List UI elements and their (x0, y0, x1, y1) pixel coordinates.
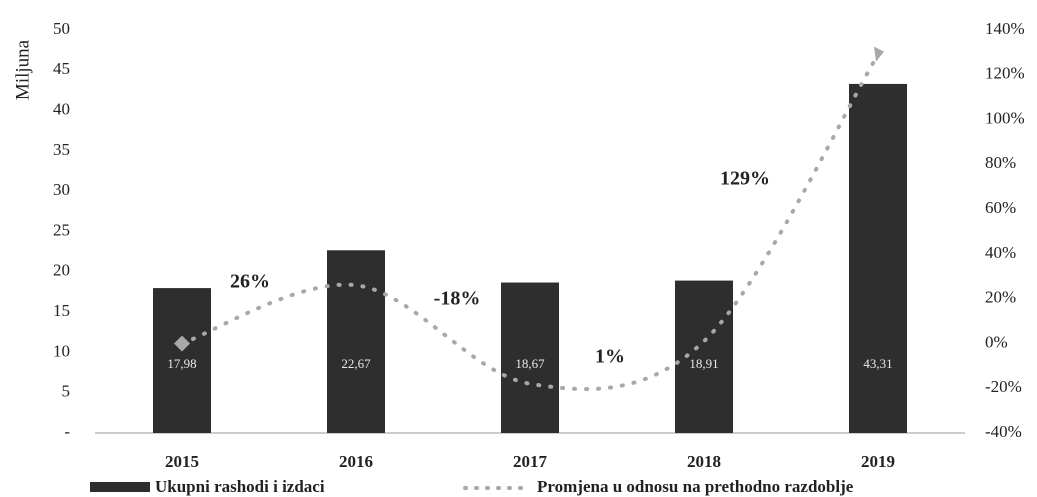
bar (675, 280, 733, 433)
change-value-label: 1% (595, 346, 625, 368)
legend-swatch (90, 482, 150, 492)
y-tick-label: 40 (53, 100, 70, 119)
x-tick-label: 2018 (687, 452, 721, 471)
x-tick-label: 2017 (513, 452, 548, 471)
bar-value-label: 17,98 (167, 356, 196, 371)
y2-tick-label: -40% (985, 422, 1022, 441)
bar-value-label: 18,91 (689, 356, 718, 371)
bar (501, 282, 559, 433)
bar (153, 288, 211, 433)
bar (327, 250, 385, 433)
legend-label: Promjena u odnosu na prethodno razdoblje (537, 477, 854, 496)
x-tick-label: 2016 (339, 452, 373, 471)
y-tick-label: 20 (53, 261, 70, 280)
bar (849, 83, 907, 434)
y-tick-label: 45 (53, 59, 70, 78)
y2-tick-label: 100% (985, 108, 1025, 127)
y-tick-label: 50 (53, 19, 70, 38)
y2-tick-label: 0% (985, 332, 1008, 351)
change-value-label: 26% (230, 271, 270, 293)
y2-tick-label: 80% (985, 153, 1016, 172)
change-value-label: 129% (720, 168, 770, 190)
y2-tick-label: 40% (985, 243, 1016, 262)
y-tick-label: 10 (53, 341, 70, 360)
x-tick-label: 2015 (165, 452, 199, 471)
change-line (180, 52, 880, 392)
x-tick-label: 2019 (861, 452, 895, 471)
y2-tick-label: 140% (985, 19, 1025, 38)
bar-value-label: 22,67 (341, 356, 371, 371)
start-marker (174, 335, 190, 352)
y2-tick-label: 60% (985, 198, 1016, 217)
y-tick-label: 5 (62, 382, 71, 401)
y-tick-label: 30 (53, 180, 70, 199)
y2-tick-label: -20% (985, 377, 1022, 396)
bar-value-label: 43,31 (863, 356, 892, 371)
y2-tick-label: 120% (985, 64, 1025, 83)
change-value-label: -18% (434, 288, 481, 310)
y-tick-label: 35 (53, 140, 70, 159)
y-axis-label: Miljuna (12, 39, 33, 100)
end-marker (874, 46, 884, 62)
y-tick-label: - (64, 422, 70, 441)
y-tick-label: 15 (53, 301, 70, 320)
y2-tick-label: 20% (985, 288, 1016, 307)
legend-label: Ukupni rashodi i izdaci (155, 477, 325, 496)
y-tick-label: 25 (53, 220, 70, 239)
bar-value-label: 18,67 (515, 356, 545, 371)
